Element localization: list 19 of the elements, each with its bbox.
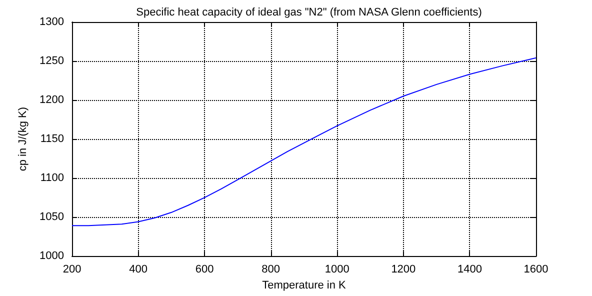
- x-axis-title: Temperature in K: [262, 280, 347, 292]
- y-tick-label: 1000: [40, 250, 64, 262]
- chart-title: Specific heat capacity of ideal gas "N2" (from NASA Glenn coefficients): [136, 6, 482, 18]
- x-tick-label: 1000: [324, 264, 350, 276]
- x-tick-label: 400: [129, 264, 148, 276]
- x-tick-label: 800: [262, 264, 280, 276]
- x-tick-label: 200: [62, 264, 82, 276]
- y-tick-label: 1050: [40, 211, 64, 224]
- line-series: [72, 57, 536, 226]
- y-tick-label: 1100: [40, 172, 64, 184]
- y-tick-label: 1300: [40, 16, 64, 28]
- x-tick-label: 1400: [457, 264, 482, 276]
- y-tick-label: 1150: [40, 133, 64, 146]
- x-tick-label: 1600: [524, 264, 548, 276]
- y-tick-label: 1250: [40, 55, 64, 68]
- y-axis-title: cp in J/(kg K): [17, 106, 30, 172]
- x-tick-label: 1200: [391, 264, 416, 276]
- y-tick-label: 1200: [40, 94, 64, 106]
- x-tick-label: 600: [195, 264, 214, 276]
